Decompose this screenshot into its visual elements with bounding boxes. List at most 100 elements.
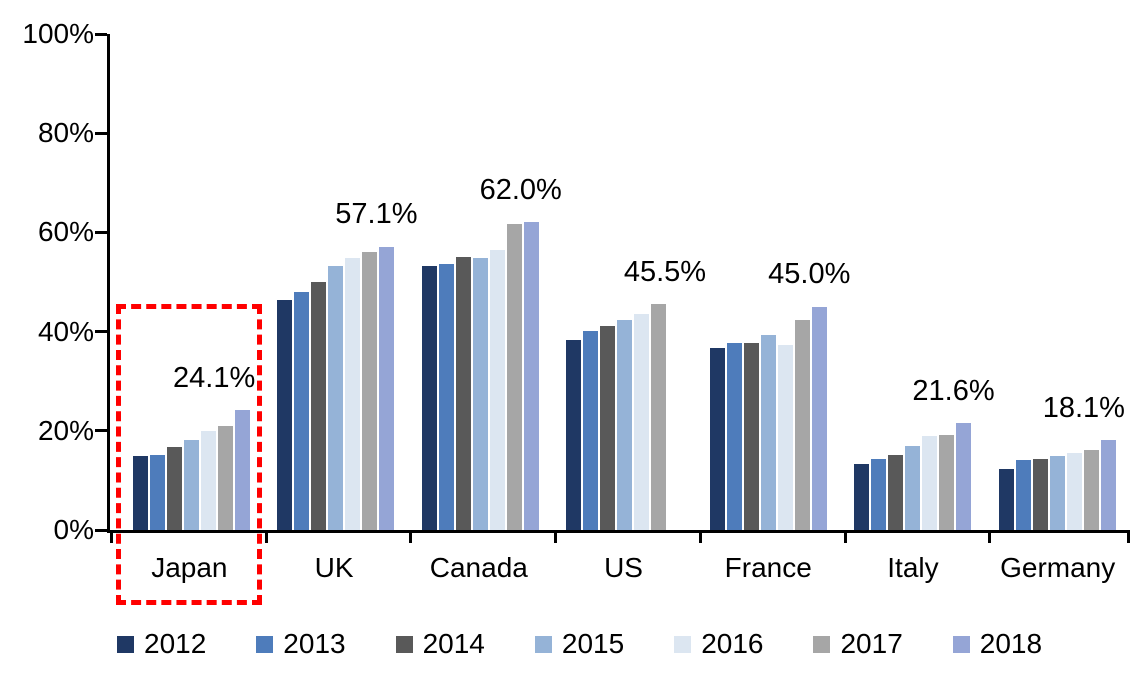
data-label: 57.1% [335,198,418,231]
bar-2017 [218,425,233,530]
y-axis-tick [95,528,107,532]
bar-2016 [633,313,649,530]
x-axis-category-labels: Japan UK Canada US France Italy Germany [117,552,1130,584]
legend-label: 2017 [840,628,903,659]
legend-item-2014: 2014 [395,628,485,660]
category-label: Japan [151,552,228,583]
legend-swatch [952,635,970,653]
data-label: 18.1% [1042,391,1125,424]
data-label: 62.0% [479,174,562,207]
bar-2013 [438,264,454,530]
legend-label: 2013 [283,628,346,659]
y-axis-label: 20% [37,414,94,446]
bar-group-germany: 18.1% [986,34,1130,530]
bar-2016 [778,345,794,530]
legend-swatch [256,635,274,653]
legend-label: 2012 [144,628,207,659]
bar-2016 [1066,452,1082,530]
x-axis-tick [843,533,847,543]
bars [409,222,539,530]
bar-2015 [761,335,777,530]
category-label: UK [314,552,354,583]
bar-groups-container: 24.1% 57.1% 62.0% 45.5% 45.0% 21.6% 18.1% [110,34,1130,530]
bars [986,440,1116,530]
y-axis-tick [95,131,107,135]
y-axis-tick [95,230,107,234]
legend-item-2012: 2012 [117,628,206,660]
bar-2017 [939,434,955,530]
y-axis-tick [95,32,107,36]
bar-2018 [235,410,250,530]
bar-2015 [616,320,632,530]
bar-2013 [727,343,743,530]
bar-group-us: 45.5% [553,34,706,530]
bar-2017 [795,319,811,530]
bars [841,422,972,530]
bar-2012 [277,300,293,530]
bar-2015 [1049,456,1065,530]
bars [697,306,828,530]
bar-2016 [489,250,505,530]
bar-2015 [184,440,199,530]
bar-2014 [599,325,615,530]
bar-2012 [710,348,726,530]
bar-2018 [956,422,972,530]
bar-2018 [379,246,395,530]
x-axis-tick [264,533,268,543]
x-axis-tick [409,533,413,543]
legend: 2012 2013 2014 2015 2016 2017 2018 [117,628,1042,660]
legend-swatch [117,635,134,653]
y-axis-label: 60% [37,216,94,248]
bar-2014 [455,257,471,530]
x-axis-tick [988,533,992,543]
bar-2016 [201,431,216,530]
bar-2016 [345,257,361,530]
bar-2012 [133,456,148,530]
bar-2012 [421,266,437,530]
bar-group-japan: 24.1% [120,34,264,530]
legend-item-2018: 2018 [952,628,1043,660]
bar-2014 [167,447,182,530]
x-axis-tick [698,533,702,543]
legend-label: 2018 [979,628,1043,659]
bar-2013 [294,292,310,530]
bar-2016 [922,435,938,530]
bar-group-france: 45.0% [697,34,850,530]
data-label: 24.1% [173,362,256,395]
bar-2013 [871,459,887,530]
data-label: 21.6% [912,374,995,407]
legend-item-2013: 2013 [256,628,346,660]
bar-group-canada: 62.0% [409,34,562,530]
legend-label: 2014 [422,628,485,659]
y-axis-label: 40% [37,315,94,347]
legend-swatch [674,635,692,653]
bars [264,246,395,530]
category-label: Germany [1000,552,1116,583]
y-axis-tick [95,330,107,334]
bar-2014 [888,454,904,530]
bar-2012 [998,468,1014,530]
x-axis-tick [1127,533,1130,543]
legend-label: 2016 [701,628,764,659]
legend-swatch [534,635,552,653]
bar-group-italy: 21.6% [841,34,995,530]
bar-group-uk: 57.1% [264,34,418,530]
bar-2017 [1083,450,1099,530]
legend-item-2017: 2017 [813,628,903,660]
legend-swatch [813,635,831,653]
bar-2014 [311,282,327,530]
bar-2012 [565,340,581,530]
bar-2015 [472,258,488,530]
legend-swatch [395,635,413,653]
data-label: 45.0% [768,258,851,291]
bar-2015 [328,265,344,530]
x-axis-tick [554,533,558,543]
bar-2018 [1100,440,1116,530]
bar-2017 [506,223,522,530]
japan-highlight-box [116,304,262,605]
category-label: Canada [429,552,528,583]
category-label: Italy [887,552,939,583]
bar-2012 [854,464,870,530]
bar-2017 [362,252,378,530]
